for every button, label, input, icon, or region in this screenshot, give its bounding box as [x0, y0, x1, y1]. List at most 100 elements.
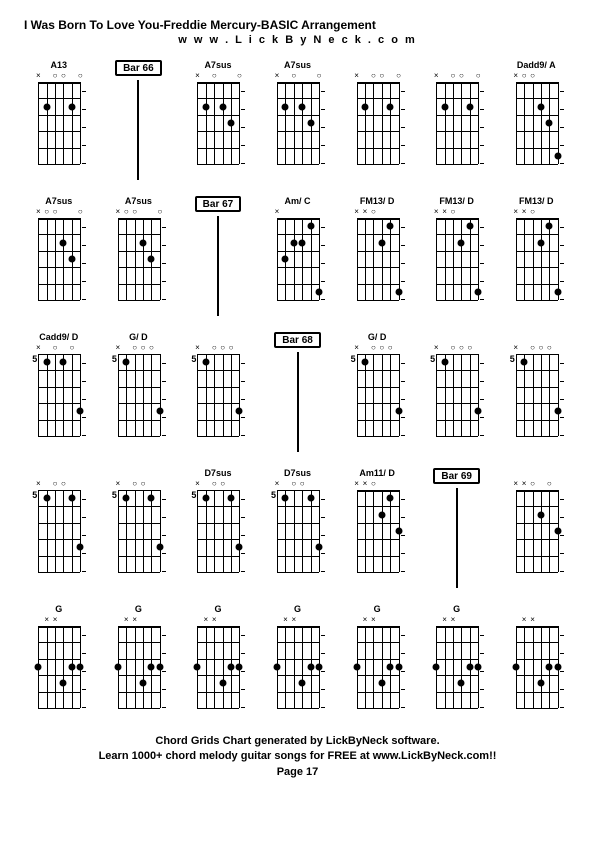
footer-line: Page 17: [24, 765, 571, 780]
fretboard-wrap: 5×○○: [29, 346, 88, 444]
mute-marker: ×: [291, 616, 296, 624]
bar-label: Bar 66: [115, 60, 162, 76]
open-marker: ○: [388, 344, 393, 352]
fretboard: ×○○○: [38, 210, 80, 300]
chord-cell: 5×○○○: [501, 332, 571, 444]
open-marker: ○: [451, 208, 456, 216]
chord-row: A7sus×○○○A7sus×○○○Bar 67Am/ C×FM13/ D××○…: [24, 196, 571, 316]
finger-dot: [60, 359, 67, 366]
chord-cell: G××: [183, 604, 253, 716]
fret-position: 5: [188, 490, 196, 500]
finger-dot: [387, 103, 394, 110]
finger-dot: [60, 680, 67, 687]
separator-dashes: [560, 82, 566, 172]
separator-dashes: [82, 354, 88, 444]
fretboard-wrap: ××: [29, 618, 88, 716]
finger-dot: [361, 103, 368, 110]
fret-position: 5: [109, 490, 117, 500]
footer-line: Chord Grids Chart generated by LickByNec…: [24, 734, 571, 749]
finger-dot: [458, 680, 465, 687]
mute-marker: ×: [451, 616, 456, 624]
fretboard-wrap: 5×○○: [268, 482, 327, 580]
open-marker: ○: [124, 208, 129, 216]
finger-dot: [316, 664, 323, 671]
open-marker: ○: [547, 344, 552, 352]
chord-cell: ×○○○: [422, 60, 492, 172]
bar-marker: Bar 67: [183, 196, 253, 316]
fretboard-wrap: ××○: [348, 482, 407, 580]
open-marker: ○: [379, 344, 384, 352]
fretboard: ××: [118, 618, 160, 708]
chord-cell: Am11/ D××○: [342, 468, 412, 580]
open-marker: ○: [44, 208, 49, 216]
finger-dot: [316, 288, 323, 295]
chord-row: A13×○○○Bar 66A7sus×○○A7sus×○○×○○○×○○○Dad…: [24, 60, 571, 180]
mute-marker: ×: [44, 616, 49, 624]
open-marker: ○: [229, 344, 234, 352]
finger-dot: [140, 239, 147, 246]
finger-dot: [148, 495, 155, 502]
open-marker: ○: [53, 208, 58, 216]
finger-dot: [43, 359, 50, 366]
open-marker: ○: [530, 72, 535, 80]
finger-dot: [521, 359, 528, 366]
fretboard-wrap: ××: [188, 618, 247, 716]
separator-dashes: [321, 490, 327, 580]
separator-dashes: [480, 626, 486, 716]
fretboard: ×○○○: [197, 346, 239, 436]
open-marker: ○: [291, 480, 296, 488]
fretboard-wrap: 5×○○○: [507, 346, 566, 444]
fretboard-wrap: ××○: [348, 210, 407, 308]
separator-dashes: [162, 490, 168, 580]
fret-position: 5: [427, 354, 435, 364]
chord-cell: 5×○○○: [183, 332, 253, 444]
open-marker: ○: [78, 72, 83, 80]
separator-dashes: [401, 82, 407, 172]
bar-marker: Bar 68: [263, 332, 333, 452]
separator-dashes: [321, 626, 327, 716]
finger-dot: [395, 408, 402, 415]
fretboard-wrap: ××○○: [507, 482, 566, 580]
chord-rows: A13×○○○Bar 66A7sus×○○A7sus×○○×○○○×○○○Dad…: [24, 60, 571, 716]
finger-dot: [114, 664, 121, 671]
mute-marker: ×: [275, 72, 280, 80]
open-marker: ○: [132, 208, 137, 216]
fretboard: ××○: [516, 210, 558, 300]
fretboard: ××: [357, 618, 399, 708]
separator-dashes: [241, 354, 247, 444]
fretboard-wrap: ×○○: [188, 74, 247, 172]
finger-dot: [466, 103, 473, 110]
fretboard: ×○○: [277, 74, 319, 164]
separator-dashes: [241, 626, 247, 716]
finger-dot: [475, 288, 482, 295]
chord-cell: G/ D5×○○○: [342, 332, 412, 444]
finger-dot: [299, 239, 306, 246]
finger-dot: [512, 664, 519, 671]
mute-marker: ×: [522, 208, 527, 216]
fret-position: 5: [29, 490, 37, 500]
chord-cell: D7sus5×○○: [263, 468, 333, 580]
finger-dot: [466, 664, 473, 671]
fretboard-wrap: ×: [268, 210, 327, 308]
finger-dot: [43, 495, 50, 502]
chord-row: G××G××G××G××G××G××××: [24, 604, 571, 716]
open-marker: ○: [371, 72, 376, 80]
fretboard-wrap: ××: [507, 618, 566, 716]
open-marker: ○: [78, 208, 83, 216]
mute-marker: ×: [53, 616, 58, 624]
mute-marker: ×: [354, 480, 359, 488]
fretboard: ×○○: [118, 482, 160, 572]
fretboard-wrap: 5×○○: [109, 482, 168, 580]
finger-dot: [148, 664, 155, 671]
finger-dot: [554, 288, 561, 295]
finger-dot: [554, 528, 561, 535]
chord-cell: 5×○○○: [422, 332, 492, 444]
open-marker: ○: [132, 480, 137, 488]
open-marker: ○: [467, 344, 472, 352]
mute-marker: ×: [513, 480, 518, 488]
mute-marker: ×: [363, 480, 368, 488]
fretboard-wrap: ×○○○: [427, 74, 486, 172]
separator-dashes: [162, 354, 168, 444]
open-marker: ○: [451, 72, 456, 80]
fretboard-wrap: 5×○○○: [427, 346, 486, 444]
